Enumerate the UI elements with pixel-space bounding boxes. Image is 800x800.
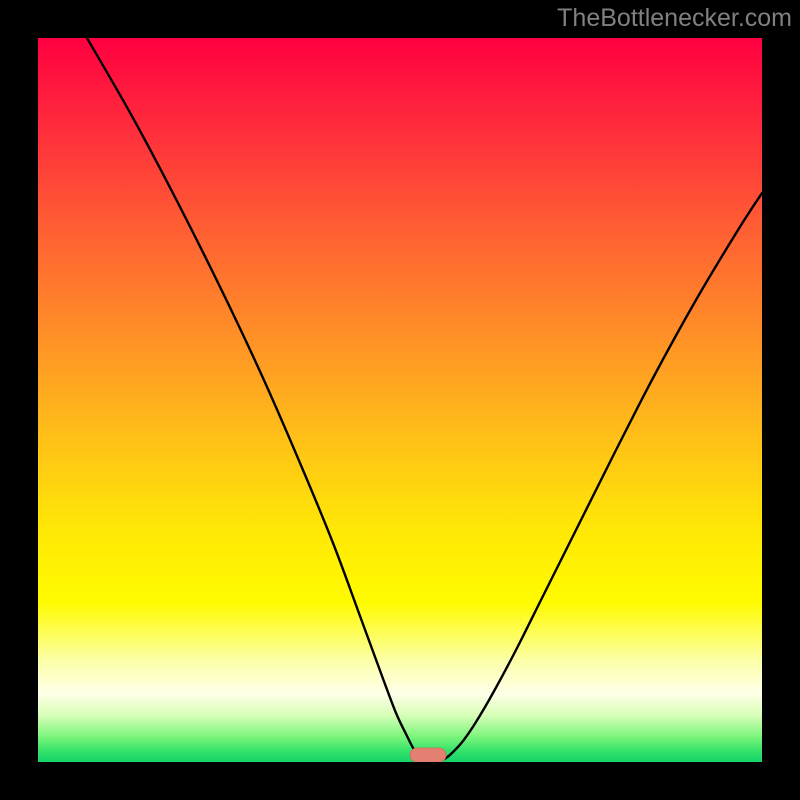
gradient-background — [38, 38, 762, 762]
watermark-text: TheBottlenecker.com — [557, 4, 792, 33]
chart-svg — [38, 38, 762, 762]
plot-area — [38, 38, 762, 762]
optimum-marker — [410, 748, 446, 762]
